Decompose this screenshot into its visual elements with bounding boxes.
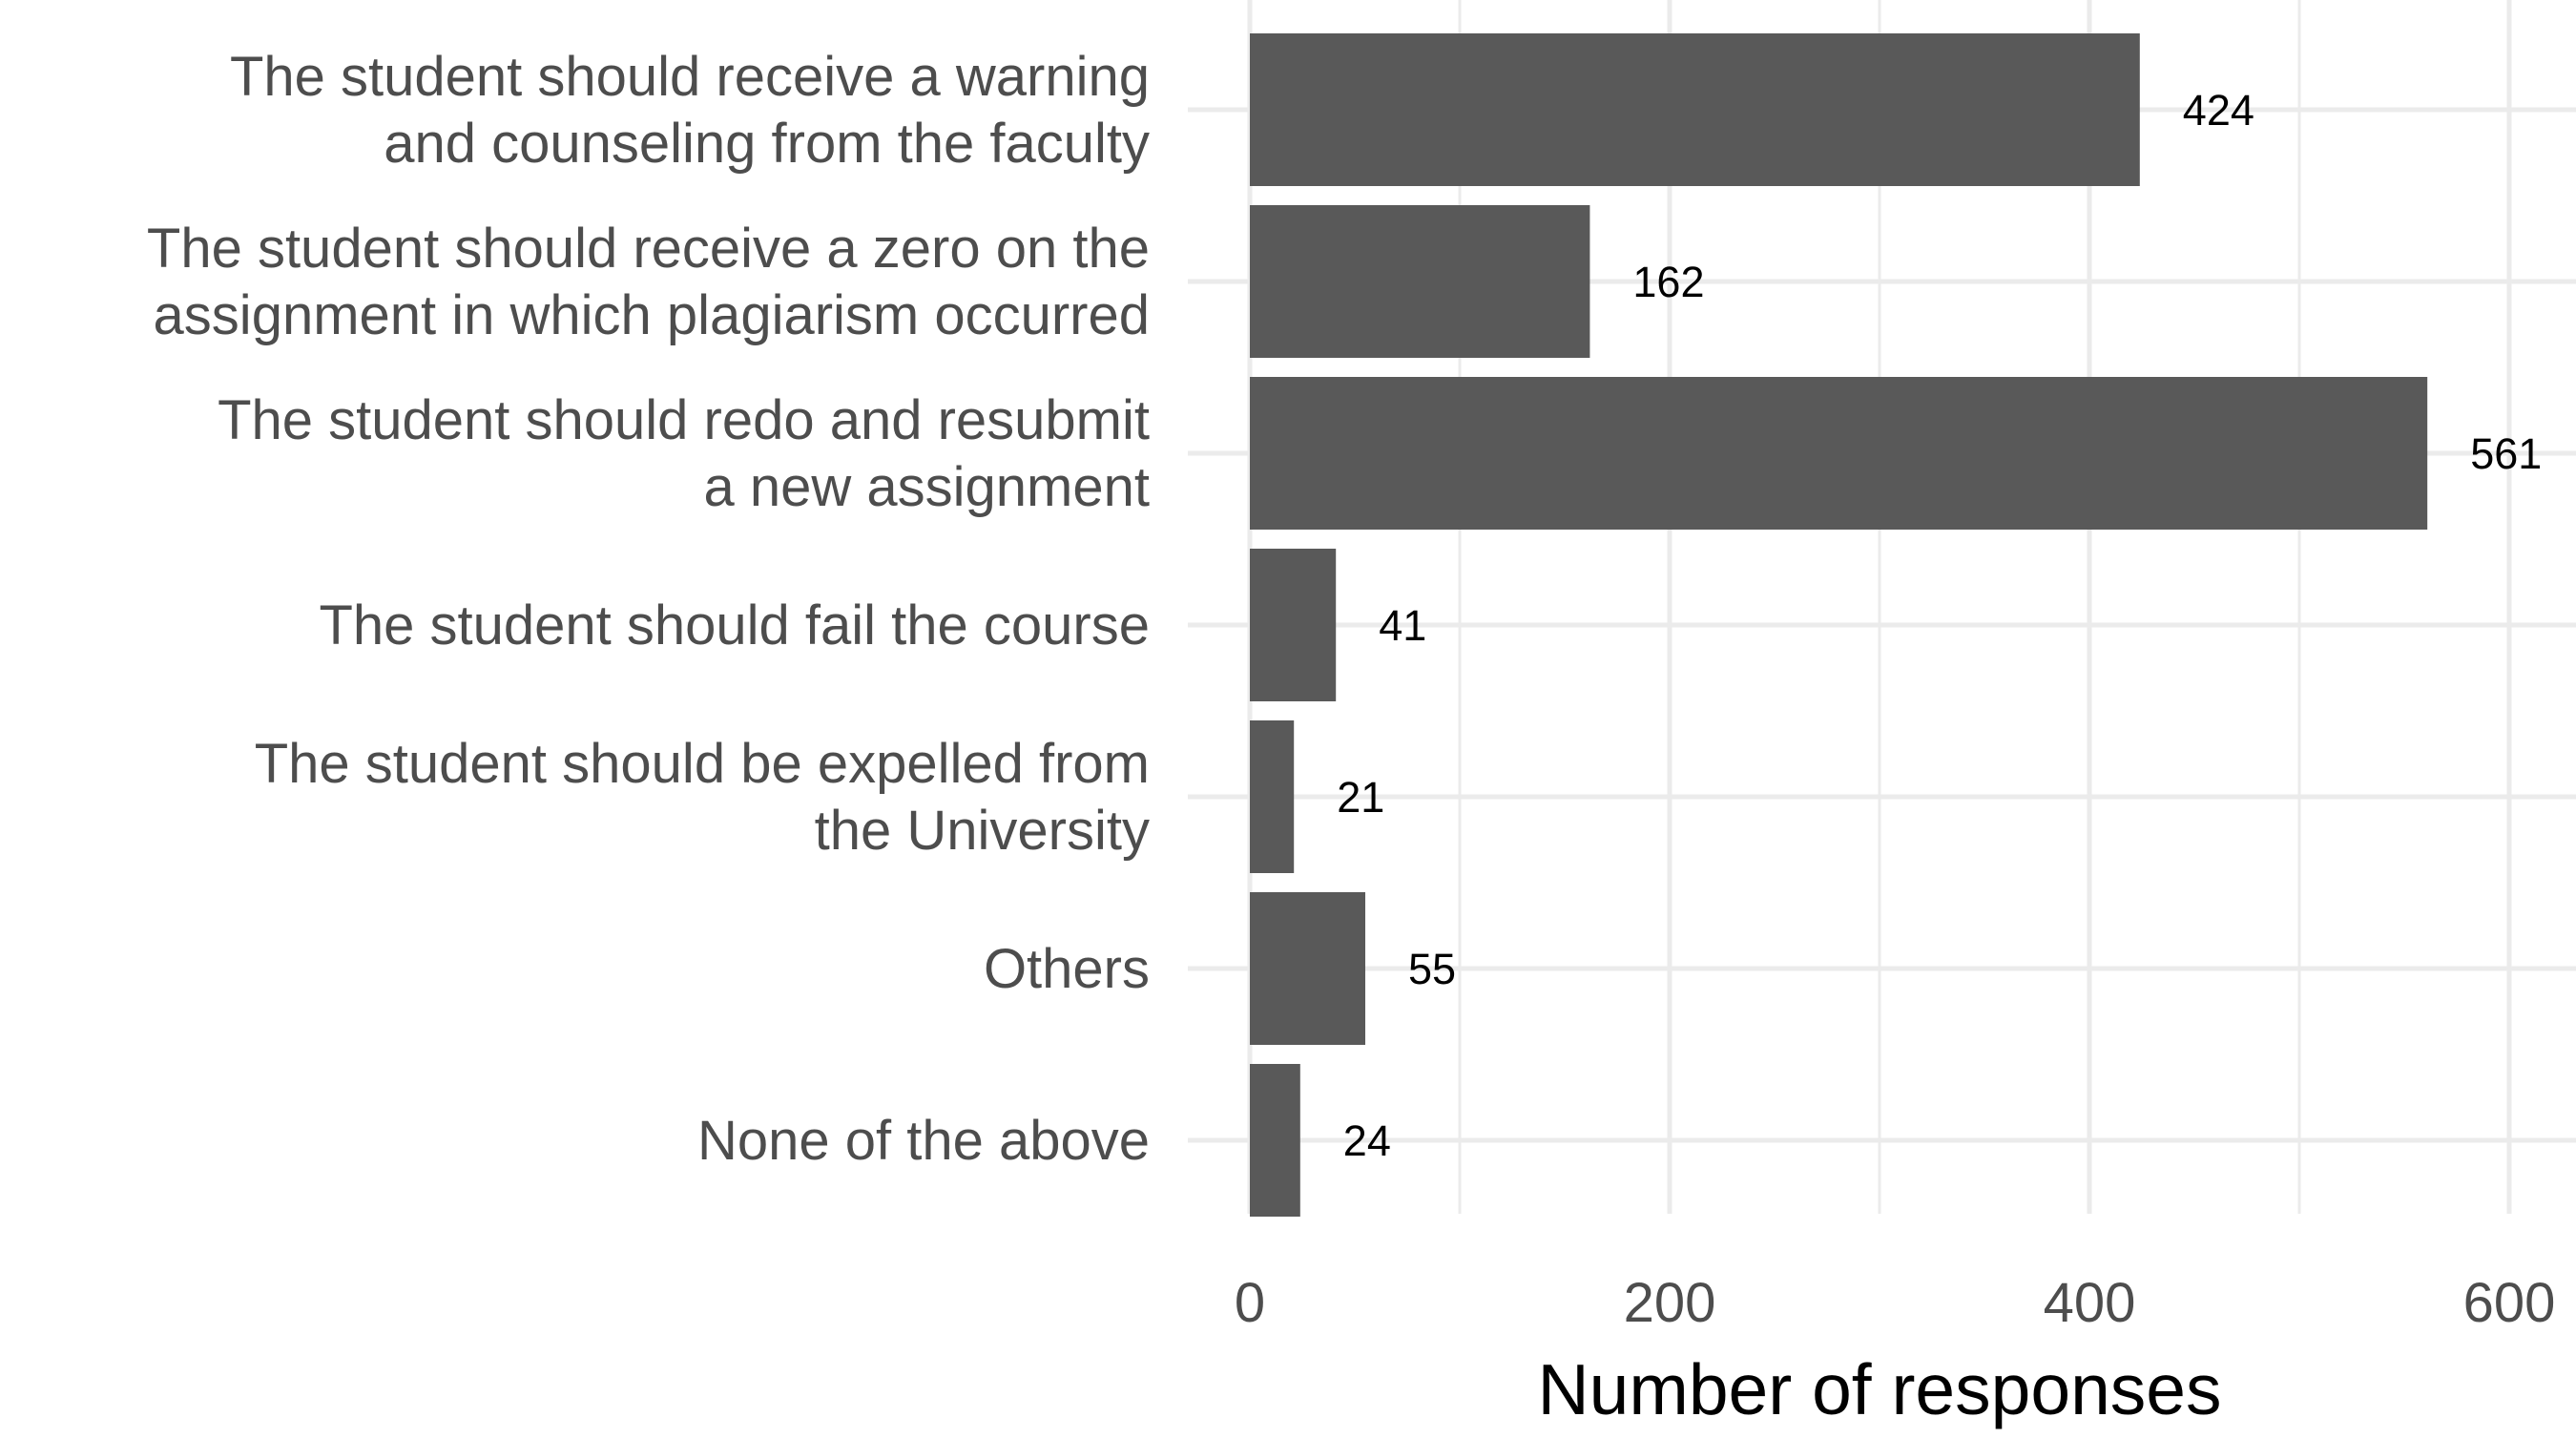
bar <box>1250 33 2140 186</box>
data-labels: 424 162 561 41 21 55 24 <box>1337 86 2542 1165</box>
x-axis-title: Number of responses <box>1537 1349 2221 1429</box>
bars <box>1250 33 2428 1217</box>
bar-value-label: 561 <box>2470 429 2542 478</box>
bar-value-label: 21 <box>1337 773 1384 822</box>
bar-value-label: 41 <box>1379 601 1426 650</box>
category-label: The student should fail the course <box>319 594 1150 656</box>
category-label: None of the above <box>697 1110 1150 1172</box>
category-label: a new assignment <box>704 456 1150 518</box>
bar <box>1250 1064 1300 1217</box>
x-tick-labels: 0 200 400 600 <box>1235 1272 2556 1334</box>
category-label: The student should redo and resubmit <box>218 389 1150 451</box>
category-label: Others <box>984 938 1150 1000</box>
bar <box>1250 205 1590 358</box>
bar-value-label: 424 <box>2183 86 2254 135</box>
x-tick-label: 0 <box>1235 1272 1265 1334</box>
category-label: The student should receive a warning <box>230 46 1150 108</box>
category-label: the University <box>815 800 1150 862</box>
bar-value-label: 55 <box>1408 945 1456 993</box>
bar <box>1250 377 2428 530</box>
x-tick-label: 600 <box>2463 1272 2556 1334</box>
category-label: and counseling from the faculty <box>384 113 1150 175</box>
category-label: The student should receive a zero on the <box>147 218 1150 280</box>
x-tick-label: 200 <box>1624 1272 1716 1334</box>
bar-value-label: 24 <box>1343 1116 1391 1165</box>
bar <box>1250 720 1295 873</box>
category-labels: The student should receive a warning and… <box>147 46 1150 1172</box>
bar <box>1250 549 1337 701</box>
bar-value-label: 162 <box>1632 258 1704 306</box>
category-label: assignment in which plagiarism occurred <box>154 284 1150 346</box>
x-tick-label: 400 <box>2044 1272 2136 1334</box>
grid-lines <box>1188 0 2576 1214</box>
bar <box>1250 892 1365 1045</box>
category-label: The student should be expelled from <box>255 733 1150 795</box>
